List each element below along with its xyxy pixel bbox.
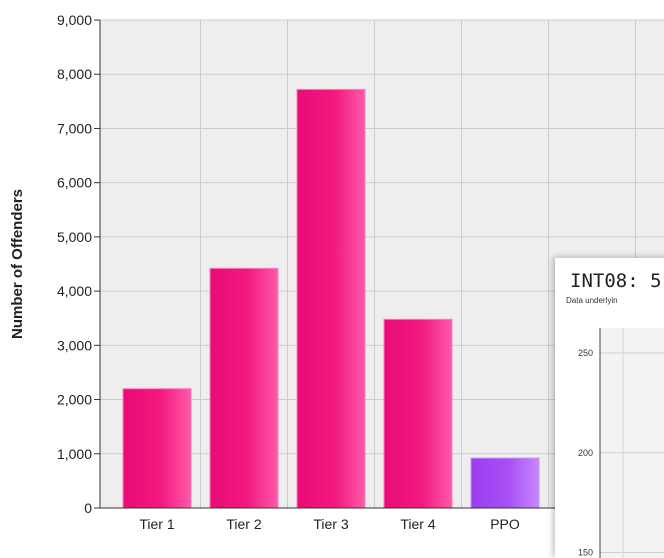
x-tick-label: Tier 1: [139, 516, 174, 532]
bars: [122, 88, 627, 509]
x-tick-label: Tier 4: [400, 516, 435, 532]
overlay-plot-area: [600, 328, 664, 558]
overlay-title: INT08: 5: [570, 270, 662, 292]
overlay-subtitle: Data underlyin: [566, 296, 618, 305]
y-tick-label: 6,000: [57, 175, 92, 191]
y-tick-label: 3,000: [57, 337, 92, 353]
x-tick-label: Tier 3: [313, 516, 348, 532]
y-tick-label: 0: [84, 500, 92, 516]
overlay-y-tick-label: 200: [578, 448, 593, 458]
bar-tier-3: [296, 88, 366, 509]
overlay-y-tick-label: 250: [578, 348, 593, 358]
x-tick-label: Tier 2: [226, 516, 261, 532]
overlay-y-tick-label: 150: [578, 548, 593, 558]
x-tick-label: PPO: [490, 516, 520, 532]
y-tick-label: 8,000: [57, 66, 92, 82]
bar-ppo: [470, 457, 540, 509]
y-tick-label: 1,000: [57, 446, 92, 462]
overlay-y-ticks: 150 200 250: [578, 348, 593, 558]
x-ticks: Tier 1 Tier 2 Tier 3 Tier 4 PPO: [139, 516, 520, 532]
bar-tier-2: [209, 267, 279, 509]
bar-tier-1: [122, 388, 192, 509]
y-tick-label: 9,000: [57, 12, 92, 28]
y-tick-label: 7,000: [57, 120, 92, 136]
overlay-chart: 150 200 250: [578, 328, 664, 558]
y-ticks: 0 1,000 2,000 3,000 4,000 5,000 6,000 7,000 8,00…: [57, 12, 100, 516]
bar-tier-4: [383, 318, 453, 509]
y-tick-label: 2,000: [57, 392, 92, 408]
y-tick-label: 5,000: [57, 229, 92, 245]
y-tick-label: 4,000: [57, 283, 92, 299]
overlay-chart-window[interactable]: 150 200 250 INT08: 5 Data underlyin: [555, 258, 664, 558]
y-axis-label: Number of Offenders: [9, 189, 26, 339]
